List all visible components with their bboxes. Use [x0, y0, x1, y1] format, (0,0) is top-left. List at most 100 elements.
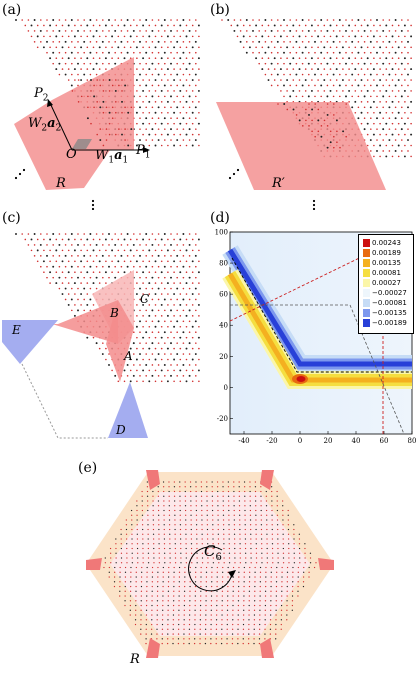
- lattice-site: [183, 638, 184, 639]
- lattice-site: [170, 309, 172, 311]
- lattice-site: [216, 629, 217, 630]
- lattice-site: [228, 524, 229, 525]
- lattice-site: [162, 595, 163, 596]
- lattice-site: [116, 562, 117, 563]
- lattice-site: [189, 375, 191, 377]
- lattice-site: [136, 293, 138, 295]
- lattice-site: [176, 266, 178, 268]
- lattice-site: [276, 576, 277, 577]
- lattice-site: [151, 624, 152, 625]
- lattice-site: [195, 581, 196, 582]
- lattice-site: [167, 633, 168, 634]
- lattice-site: [407, 117, 409, 119]
- lattice-site: [186, 359, 188, 361]
- lattice-site: [99, 68, 101, 70]
- lattice-site: [283, 96, 285, 98]
- lattice-site: [233, 567, 234, 568]
- lattice-site: [410, 46, 412, 48]
- lattice-site: [192, 250, 194, 252]
- lattice-site: [119, 586, 120, 587]
- lattice-site: [314, 63, 316, 65]
- lattice-site: [31, 36, 33, 38]
- lattice-site: [277, 548, 278, 549]
- lattice-site: [345, 136, 347, 138]
- lattice-site: [173, 370, 175, 372]
- lattice-site: [133, 233, 135, 235]
- lattice-site: [373, 123, 375, 125]
- lattice-site: [147, 524, 148, 525]
- lattice-site: [102, 277, 104, 279]
- lattice-site: [255, 57, 257, 59]
- lattice-site: [62, 57, 64, 59]
- lattice-site: [233, 486, 234, 487]
- lattice-site: [192, 282, 194, 284]
- lattice-site: [200, 614, 201, 615]
- lattice-site: [189, 19, 191, 21]
- lattice-site: [157, 595, 158, 596]
- lattice-site: [190, 515, 191, 516]
- lattice-site: [164, 562, 165, 563]
- lattice-site: [40, 30, 42, 32]
- lattice-site: [58, 30, 60, 32]
- lattice-site: [238, 586, 239, 587]
- lattice-site: [108, 52, 110, 54]
- lattice-site: [145, 255, 147, 257]
- lattice-site: [173, 68, 175, 70]
- lattice-site: [282, 515, 283, 516]
- lattice-site: [145, 331, 147, 333]
- lattice-site: [185, 505, 186, 506]
- lattice-site: [142, 250, 144, 252]
- lattice-site: [261, 515, 262, 516]
- lattice-site: [180, 282, 182, 284]
- lattice-site: [404, 36, 406, 38]
- lattice-site: [239, 543, 240, 544]
- lattice-site: [145, 30, 147, 32]
- lattice-site: [184, 581, 185, 582]
- lattice-site: [358, 106, 360, 108]
- lattice-site: [289, 30, 291, 32]
- lattice-site: [180, 562, 181, 563]
- lattice-site: [308, 63, 310, 65]
- lattice-site: [355, 79, 357, 81]
- lattice-site: [145, 117, 147, 119]
- lattice-site: [152, 591, 153, 592]
- lattice-site: [103, 90, 105, 92]
- lattice-site: [283, 41, 285, 43]
- lattice-site: [121, 233, 123, 235]
- lattice-site: [157, 600, 158, 601]
- lattice-site: [74, 249, 76, 251]
- lattice-site: [398, 145, 400, 147]
- lattice-site: [293, 79, 295, 81]
- lattice-site: [324, 90, 326, 92]
- lattice-site: [139, 375, 141, 377]
- lattice-site: [348, 101, 350, 103]
- lattice-site: [186, 25, 188, 27]
- lattice-site: [37, 260, 39, 262]
- lattice-site: [151, 614, 152, 615]
- lattice-site: [169, 524, 170, 525]
- lattice-site: [152, 233, 154, 235]
- lattice-site: [260, 586, 261, 587]
- lattice-site: [250, 505, 251, 506]
- lattice-site: [305, 109, 307, 111]
- lattice-site: [115, 548, 116, 549]
- lattice-site: [407, 139, 409, 141]
- lattice-site: [244, 496, 245, 497]
- lattice-site: [195, 74, 197, 76]
- lattice-site: [130, 370, 132, 372]
- lattice-site: [62, 239, 64, 241]
- lattice-site: [164, 41, 166, 43]
- lattice-site: [93, 46, 95, 48]
- lattice-site: [147, 481, 148, 482]
- lattice-site: [198, 304, 200, 306]
- lattice-site: [266, 529, 267, 530]
- lattice-site: [308, 572, 309, 573]
- lattice-site: [161, 239, 163, 241]
- lattice-site: [296, 52, 298, 54]
- lattice-site: [125, 576, 126, 577]
- lattice-site: [183, 41, 185, 43]
- lattice-site: [173, 348, 175, 350]
- lattice-site: [243, 586, 244, 587]
- lattice-site: [180, 36, 182, 38]
- lattice-site: [170, 106, 172, 108]
